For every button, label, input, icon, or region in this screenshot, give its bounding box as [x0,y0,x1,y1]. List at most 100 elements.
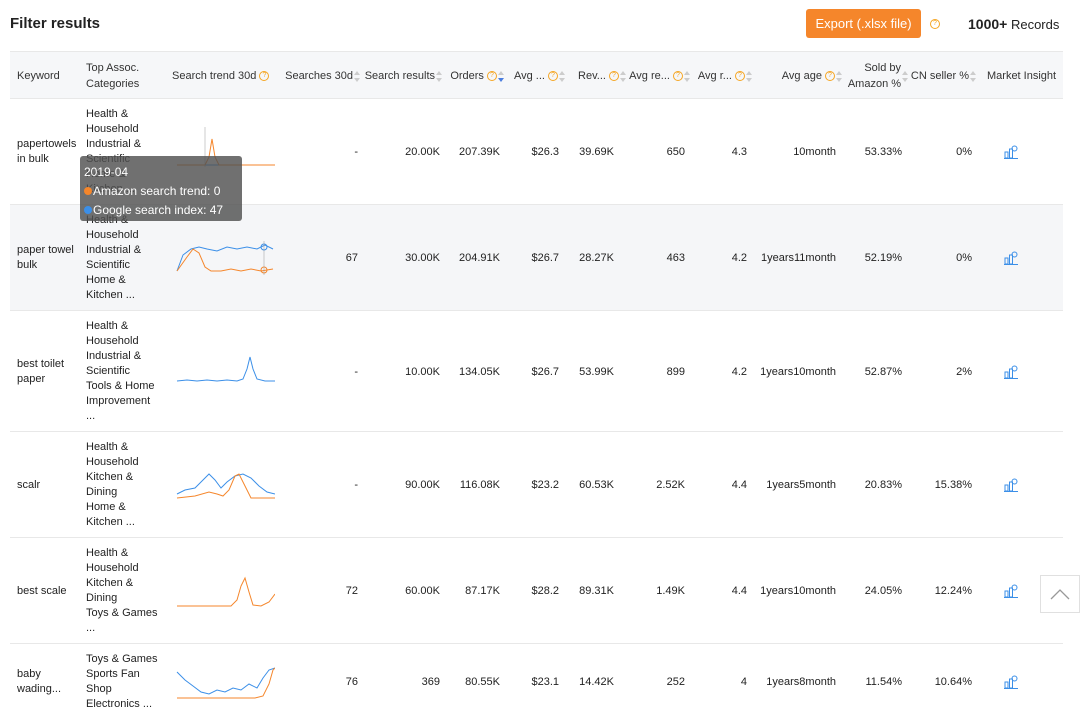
cn-seller-cell: 15.38% [934,479,972,491]
sort-icon[interactable] [620,70,626,82]
sold-by-amazon-cell: 24.05% [864,585,902,597]
sort-icon[interactable] [836,70,842,82]
table-row[interactable]: best toilet paper Health & Household Ind… [10,311,1063,432]
revenue-cell: 53.99K [579,365,614,378]
cn-seller-cell: 0% [956,146,972,158]
sort-icon[interactable] [559,70,565,82]
column-avg-rating[interactable]: Avg r... ? [692,52,752,100]
column-searches[interactable]: Searches 30d [280,52,360,100]
column-market-insight: Market Insight [987,70,1057,82]
export-button[interactable]: Export (.xlsx file) [806,9,921,38]
trend-tooltip: 2019-04 Amazon search trend: 0 Google se… [80,156,242,221]
keyword-cell[interactable]: baby wading... [17,668,62,695]
avg-reviews-cell: 2.52K [656,479,685,491]
avg-price-cell: $26.7 [531,365,559,378]
revenue-cell: 60.53K [579,479,614,491]
sort-icon[interactable] [354,70,360,82]
tooltip-amazon: Amazon search trend: 0 [84,181,238,200]
search-trend-sparkline[interactable] [175,239,275,279]
search-trend-sparkline[interactable] [175,466,275,506]
market-insight-icon[interactable] [1000,432,1022,538]
search-trend-sparkline[interactable] [175,351,275,391]
avg-reviews-cell: 463 [666,252,685,264]
records-label: Records [1010,17,1060,32]
records-summary: 1000+ Records [968,16,1059,32]
table-row[interactable]: paper towel bulk Health & Household Indu… [10,205,1063,311]
avg-rating-cell: 4.2 [731,365,747,378]
tooltip-google: Google search index: 47 [84,200,238,219]
avg-price-cell: $23.1 [531,676,559,688]
market-insight-icon[interactable] [1000,99,1022,205]
market-insight-icon[interactable] [1000,644,1022,720]
table-row[interactable]: best scale Health & Household Kitchen & … [10,538,1063,644]
avg-reviews-cell: 650 [666,146,685,158]
searches-cell: - [354,146,358,158]
keyword-cell[interactable]: scalr [17,478,41,491]
avg-rating-cell: 4 [740,676,747,688]
orders-cell: 207.39K [459,146,500,158]
table-row[interactable]: papertowels in bulk Health & Household I… [10,99,1063,205]
cn-seller-cell: 10.64% [934,676,972,688]
sort-icon[interactable] [970,70,976,82]
avg-reviews-cell: 899 [666,365,685,378]
help-icon[interactable]: ? [259,71,270,81]
column-categories: Top Assoc. Categories [86,62,140,90]
searches-cell: - [354,365,358,378]
toolbar: Filter results Export (.xlsx file) ? 100… [0,0,1081,50]
avg-rating-cell: 4.4 [731,479,747,491]
market-insight-icon[interactable] [1000,205,1022,311]
table-row[interactable]: baby wading... Toys & Games Sports Fan S… [10,644,1063,721]
categories-cell: Toys & Games Sports Fan Shop Electronics… [86,653,158,710]
sort-icon[interactable] [436,70,442,82]
help-icon[interactable]: ? [609,71,619,81]
sort-icon[interactable] [746,70,752,82]
sort-icon[interactable] [684,70,690,82]
revenue-cell: 28.27K [579,252,614,264]
sold-by-amazon-cell: 20.83% [864,479,902,491]
amazon-legend-dot [84,186,92,195]
google-trend-line [176,667,275,695]
orders-cell: 116.08K [459,479,500,491]
search-results-cell: 90.00K [405,479,440,491]
column-avg-reviews[interactable]: Avg re... ? [624,52,690,100]
column-cn-seller[interactable]: CN seller % [908,52,976,100]
sold-by-amazon-cell: 11.54% [865,676,903,688]
column-search-results[interactable]: Search results [362,52,442,100]
chevron-up-icon [1050,589,1070,600]
help-icon[interactable]: ? [487,71,497,81]
keyword-cell[interactable]: best toilet paper [17,357,65,385]
market-insight-icon[interactable] [1000,538,1022,644]
categories-cell: Health & Household Kitchen & Dining Home… [86,441,139,528]
searches-cell: 72 [345,585,358,597]
amazon-trend-line [177,576,275,607]
scroll-to-top-button[interactable] [1040,575,1080,613]
sold-by-amazon-cell: 52.87% [864,365,902,378]
avg-rating-cell: 4.4 [731,585,747,597]
help-icon[interactable]: ? [673,71,683,81]
categories-cell: Health & Household Industrial & Scientif… [86,320,155,422]
market-insight-icon[interactable] [1000,311,1022,432]
column-sold-by-amazon[interactable]: Sold by Amazon % [840,52,908,100]
help-icon[interactable]: ? [548,71,558,81]
avg-reviews-cell: 1.49K [656,585,685,597]
column-avg-age[interactable]: Avg age ? [770,52,842,100]
column-keyword: Keyword [17,70,60,82]
sold-by-amazon-cell: 52.19% [864,252,902,264]
table-row[interactable]: scalr Health & Household Kitchen & Dinin… [10,432,1063,538]
column-search-trend[interactable]: Search trend 30d ? [172,52,282,100]
help-icon[interactable]: ? [825,71,835,81]
search-trend-sparkline[interactable] [175,572,275,612]
help-icon[interactable]: ? [930,19,940,29]
revenue-cell: 14.42K [579,676,614,688]
help-icon[interactable]: ? [735,71,745,81]
sort-desc-icon[interactable] [498,70,504,82]
sort-icon[interactable] [902,70,908,82]
search-trend-sparkline[interactable] [175,664,275,704]
keyword-cell[interactable]: papertowels in bulk [17,138,77,165]
column-orders[interactable]: Orders ? [440,52,504,100]
column-revenue[interactable]: Rev... ? [566,52,626,100]
keyword-cell[interactable]: best scale [17,584,67,597]
column-avg-price[interactable]: Avg ... ? [505,52,565,100]
keyword-cell[interactable]: paper towel bulk [17,244,74,271]
avg-age-cell: 10month [793,146,836,158]
